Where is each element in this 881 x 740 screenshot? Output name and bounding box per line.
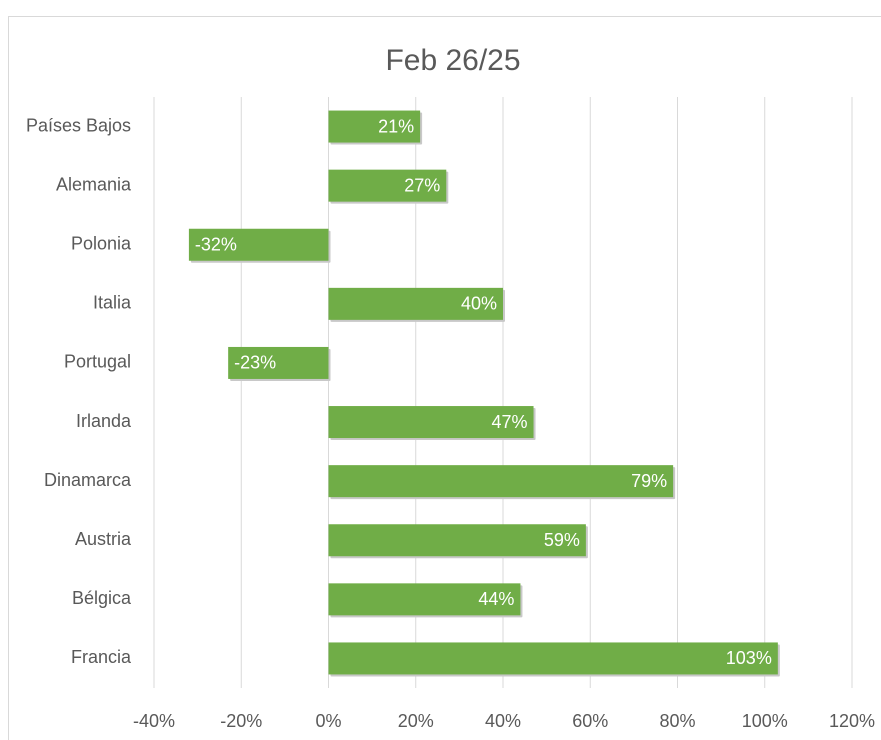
y-tick-label: Portugal (64, 352, 131, 372)
data-label: 47% (492, 412, 528, 432)
y-tick-label: Polonia (71, 234, 132, 254)
y-tick-label: Italia (93, 293, 132, 313)
chart-title: Feb 26/25 (385, 44, 520, 77)
bar (328, 642, 778, 675)
x-tick-label: 80% (659, 711, 695, 731)
y-tick-label: Bélgica (72, 588, 132, 608)
y-tick-label: Países Bajos (26, 115, 131, 135)
bar (328, 465, 674, 498)
bar (328, 524, 586, 557)
bar (328, 583, 521, 616)
y-tick-label: Irlanda (76, 411, 132, 431)
bar (188, 228, 329, 261)
data-label: 79% (631, 471, 667, 491)
y-tick-label: Francia (71, 647, 132, 667)
x-tick-label: -40% (133, 711, 175, 731)
data-label: 103% (726, 648, 772, 668)
y-tick-label: Dinamarca (44, 470, 132, 490)
data-label: 27% (404, 175, 440, 195)
data-label: 40% (461, 294, 497, 314)
x-tick-label: 20% (398, 711, 434, 731)
x-tick-label: 40% (485, 711, 521, 731)
bar (328, 169, 447, 202)
data-label: 59% (544, 530, 580, 550)
data-label: -32% (195, 235, 237, 255)
bar (328, 287, 503, 320)
y-tick-label: Alemania (56, 174, 132, 194)
x-tick-label: 120% (829, 711, 875, 731)
x-tick-label: 0% (315, 711, 341, 731)
y-tick-label: Austria (75, 529, 132, 549)
bar (328, 406, 534, 439)
data-label: 21% (378, 116, 414, 136)
bar (328, 110, 421, 143)
data-label: -23% (234, 353, 276, 373)
chart-border (8, 16, 881, 740)
bar (228, 346, 329, 379)
x-tick-label: 100% (742, 711, 788, 731)
data-label: 44% (478, 589, 514, 609)
x-tick-label: -20% (220, 711, 262, 731)
x-tick-label: 60% (572, 711, 608, 731)
